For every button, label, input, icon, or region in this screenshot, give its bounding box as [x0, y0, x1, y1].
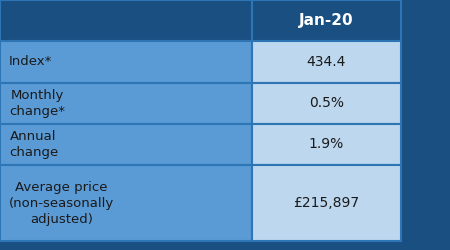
Text: £215,897: £215,897 [293, 196, 359, 210]
Text: Annual
change: Annual change [9, 130, 58, 159]
Text: Jan-20: Jan-20 [299, 13, 354, 28]
Bar [0, 124, 252, 165]
Bar [252, 165, 400, 241]
Bar [0, 0, 252, 41]
Bar [0, 82, 252, 124]
Bar [0, 41, 252, 82]
Bar [252, 124, 400, 165]
Bar [0, 165, 252, 241]
Bar [252, 0, 400, 41]
Text: Average price
(non-seasonally
adjusted): Average price (non-seasonally adjusted) [9, 181, 114, 226]
Text: 434.4: 434.4 [306, 55, 346, 69]
Bar [252, 82, 400, 124]
Text: 1.9%: 1.9% [309, 138, 344, 151]
Bar [252, 41, 400, 82]
Text: Index*: Index* [9, 56, 52, 68]
Text: Monthly
change*: Monthly change* [9, 89, 65, 118]
Text: 0.5%: 0.5% [309, 96, 344, 110]
